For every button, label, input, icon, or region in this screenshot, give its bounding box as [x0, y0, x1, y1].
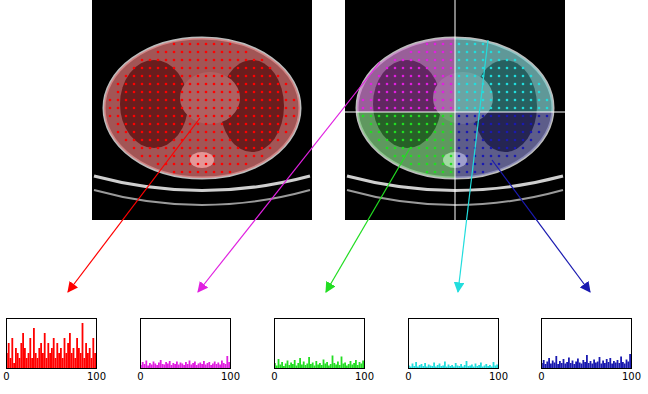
- svg-text:0: 0: [405, 371, 411, 382]
- svg-text:0: 0: [271, 371, 277, 382]
- svg-text:0: 0: [3, 371, 9, 382]
- svg-text:0: 0: [538, 371, 544, 382]
- svg-text:0: 0: [137, 371, 143, 382]
- svg-text:100: 100: [489, 371, 508, 382]
- svg-text:100: 100: [622, 371, 641, 382]
- svg-text:100: 100: [87, 371, 106, 382]
- svg-text:100: 100: [355, 371, 374, 382]
- svg-text:100: 100: [221, 371, 240, 382]
